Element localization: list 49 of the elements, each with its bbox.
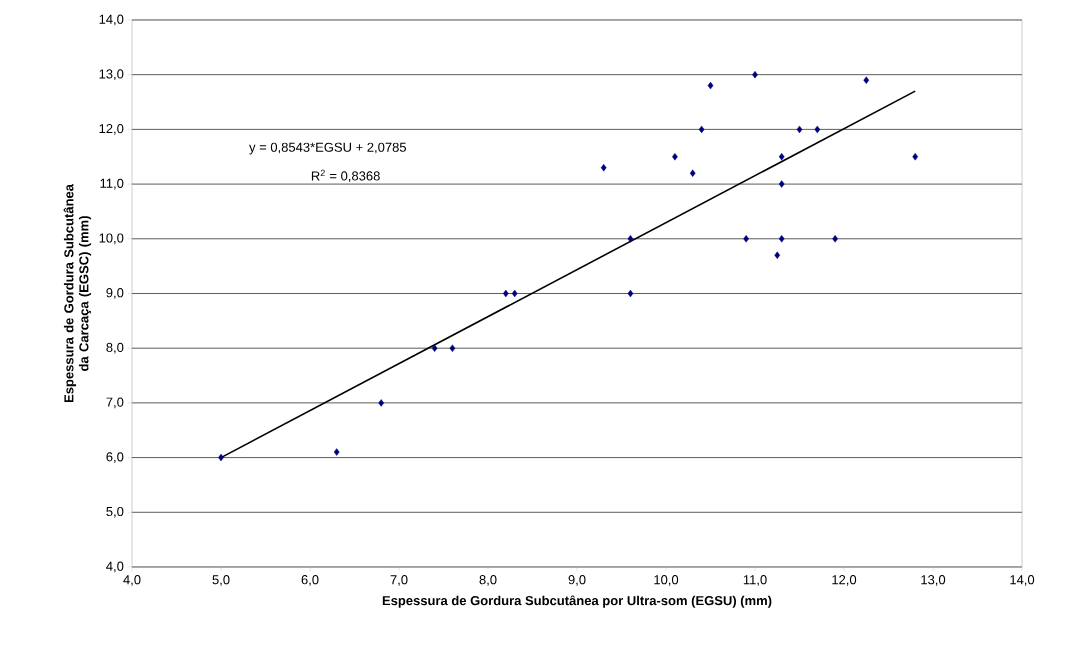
x-tick-label: 14,0: [1010, 575, 1035, 586]
point: [778, 180, 785, 188]
y-tick-label: 12,0: [99, 124, 124, 135]
y-tick-label: 11,0: [100, 178, 124, 190]
point: [796, 125, 803, 134]
y-tick-label: 5,0: [106, 506, 124, 518]
y-tick-label: 13,0: [99, 69, 124, 81]
x-tick-label: 11,0: [743, 575, 767, 586]
annotation: R$^{2}$ = 0,8368: [311, 169, 380, 183]
point: [378, 399, 385, 407]
y-tick-label: 6,0: [106, 452, 124, 463]
point: [689, 169, 696, 177]
x-tick-label: 6,0: [301, 575, 319, 586]
x-tick-label: 10,0: [654, 575, 679, 586]
point: [627, 235, 634, 243]
point: [814, 125, 821, 134]
point: [698, 125, 705, 134]
y-tick-label: 9,0: [106, 288, 124, 299]
y-axis-title: Espessura de Gordura Subcutânea da Carcaça (EGSC) (mm): [63, 183, 92, 403]
x-axis-title: Espessura de Gordura Subcutânea por Ultra-som (EGSU) (mm): [382, 595, 772, 608]
y-tick-label: 8,0: [106, 342, 124, 354]
point: [431, 344, 438, 352]
point: [449, 344, 456, 352]
y-tick-label: 7,0: [106, 397, 124, 409]
y-tick-label: 14,0: [99, 14, 124, 26]
point: [863, 76, 870, 84]
point: [600, 163, 607, 172]
point: [511, 289, 518, 298]
point: [502, 289, 509, 298]
point: [743, 235, 749, 243]
x-tick-label: 8,0: [479, 575, 497, 586]
x-tick-label: 9,0: [568, 575, 586, 586]
x-tick-label: 7,0: [390, 575, 408, 586]
point: [774, 251, 781, 259]
point: [672, 153, 678, 161]
x-tick-label: 12,0: [832, 575, 857, 586]
point: [912, 153, 919, 161]
point: [707, 81, 714, 90]
point: [627, 289, 634, 298]
y-tick-label: 4,0: [106, 561, 124, 573]
x-tick-label: 4,0: [123, 575, 141, 586]
x-tick-label: 13,0: [921, 575, 946, 586]
point: [778, 235, 785, 243]
annotation: y = 0,8543*EGSU + 2,0785: [249, 142, 407, 155]
x-tick-label: 5,0: [212, 575, 230, 586]
y-tick-label: 10,0: [99, 233, 124, 245]
point: [333, 448, 340, 456]
point: [778, 153, 785, 161]
point: [832, 235, 838, 243]
